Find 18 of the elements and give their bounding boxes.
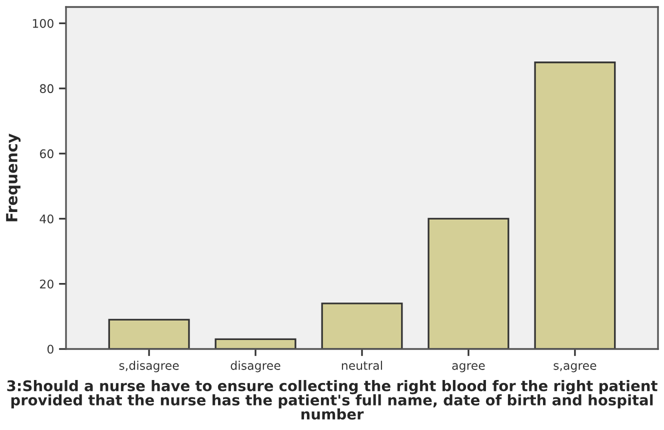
y-axis-title: Frequency	[6, 134, 21, 222]
bar	[214, 338, 296, 349]
x-axis-title: 3:Should a nurse have to ensure collecting the right blood for the right patient provided that the nurse has the patient's full name, date of birth and hospital number	[7, 380, 658, 420]
x-tick-label: agree	[452, 363, 485, 372]
bar	[321, 302, 403, 349]
y-tick-label: 0	[47, 344, 54, 354]
x-tick-label: disagree	[230, 360, 280, 372]
bar	[108, 318, 190, 349]
y-tick-label: 40	[40, 214, 54, 224]
y-tick-label: 80	[40, 84, 54, 94]
x-tick-label: s,agree	[554, 363, 596, 372]
y-tick-label: 20	[40, 280, 54, 289]
y-tick-label: 100	[32, 19, 54, 28]
y-tick-label: 60	[40, 149, 54, 158]
x-tick-label: neutral	[342, 360, 382, 370]
bar	[428, 218, 510, 349]
x-tick-label: s,disagree	[119, 360, 179, 372]
bar	[534, 62, 616, 349]
